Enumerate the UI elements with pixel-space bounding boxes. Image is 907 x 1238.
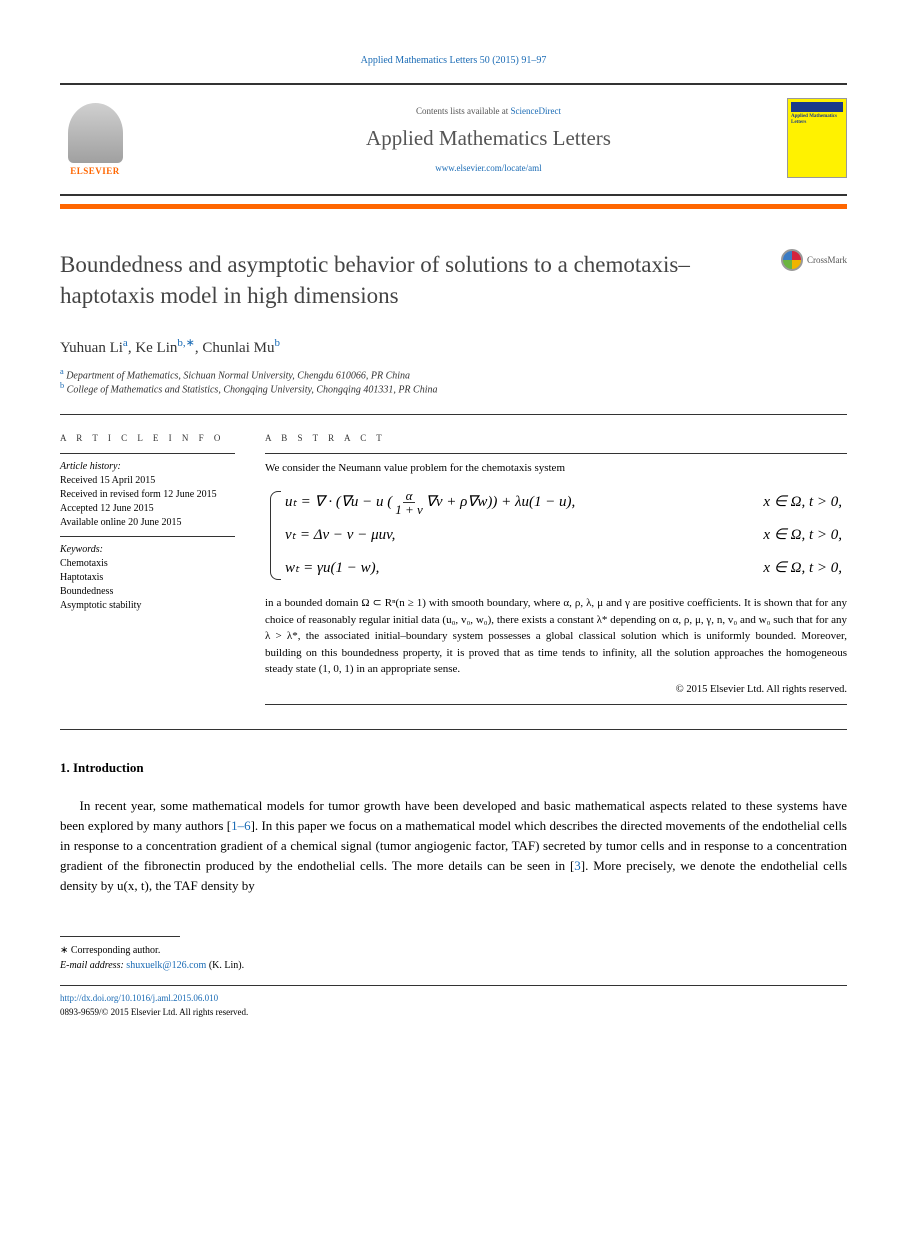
equation-2-cond: x ∈ Ω, t > 0, bbox=[763, 519, 847, 552]
author-1-affil[interactable]: a bbox=[123, 337, 128, 349]
accepted-date: Accepted 12 June 2015 bbox=[60, 503, 154, 514]
crossmark-icon bbox=[781, 249, 803, 271]
revised-date: Received in revised form 12 June 2015 bbox=[60, 489, 217, 500]
history-label: Article history: bbox=[60, 461, 121, 472]
sciencedirect-link[interactable]: ScienceDirect bbox=[511, 106, 561, 116]
received-date: Received 15 April 2015 bbox=[60, 475, 155, 486]
section-rule-2 bbox=[60, 729, 847, 730]
equation-2: vₜ = Δv − v − μuv, bbox=[285, 519, 395, 552]
citation-link[interactable]: Applied Mathematics Letters 50 (2015) 91… bbox=[361, 55, 547, 66]
equation-1: uₜ = ∇ · (∇u − u (α1 + v∇v + ρ∇w)) + λu(… bbox=[285, 486, 575, 519]
header-bottom-rule bbox=[60, 194, 847, 196]
elsevier-tree-icon bbox=[68, 103, 123, 163]
equation-3: wₜ = γu(1 − w), bbox=[285, 552, 379, 585]
author-2-affil[interactable]: b,∗ bbox=[177, 337, 194, 349]
affiliation-a: Department of Mathematics, Sichuan Norma… bbox=[66, 370, 410, 381]
keyword-1: Chemotaxis bbox=[60, 558, 108, 569]
doi-link[interactable]: http://dx.doi.org/10.1016/j.aml.2015.06.… bbox=[60, 993, 218, 1003]
intro-paragraph: In recent year, some mathematical models… bbox=[60, 796, 847, 897]
cover-title: Applied Mathematics Letters bbox=[791, 114, 843, 126]
keyword-4: Asymptotic stability bbox=[60, 600, 141, 611]
author-list: Yuhuan Lia, Ke Linb,∗, Chunlai Mub bbox=[60, 336, 847, 357]
footer-rule bbox=[60, 985, 847, 986]
author-3-affil[interactable]: b bbox=[274, 337, 280, 349]
publisher-name: ELSEVIER bbox=[70, 166, 120, 176]
keyword-3: Boundedness bbox=[60, 586, 113, 597]
paper-title: Boundedness and asymptotic behavior of s… bbox=[60, 249, 781, 311]
journal-name: Applied Mathematics Letters bbox=[130, 126, 847, 151]
author-1: Yuhuan Li bbox=[60, 340, 123, 356]
article-info-panel: A R T I C L E I N F O Article history: R… bbox=[60, 433, 235, 711]
article-info-heading: A R T I C L E I N F O bbox=[60, 433, 235, 443]
affiliations: a Department of Mathematics, Sichuan Nor… bbox=[60, 367, 847, 396]
author-2: Ke Lin bbox=[135, 340, 177, 356]
crossmark-badge[interactable]: CrossMark bbox=[781, 249, 847, 271]
equation-system: uₜ = ∇ · (∇u − u (α1 + v∇v + ρ∇w)) + λu(… bbox=[265, 486, 847, 585]
abstract-intro: We consider the Neumann value problem fo… bbox=[265, 460, 847, 477]
abstract-copyright: © 2015 Elsevier Ltd. All rights reserved… bbox=[265, 682, 847, 698]
equation-3-cond: x ∈ Ω, t > 0, bbox=[763, 552, 847, 585]
contents-available: Contents lists available at ScienceDirec… bbox=[130, 106, 847, 116]
corresponding-author-note: ∗ Corresponding author. E-mail address: … bbox=[60, 943, 847, 973]
crossmark-label: CrossMark bbox=[807, 255, 847, 265]
author-3: Chunlai Mu bbox=[202, 340, 274, 356]
email-label: E-mail address: bbox=[60, 960, 126, 971]
keywords-label: Keywords: bbox=[60, 544, 103, 555]
footnote-rule bbox=[60, 936, 180, 937]
orange-accent-bar bbox=[60, 204, 847, 209]
abstract-body: in a bounded domain Ω ⊂ Rⁿ(n ≥ 1) with s… bbox=[265, 595, 847, 678]
keyword-2: Haptotaxis bbox=[60, 572, 103, 583]
author-email-link[interactable]: shuxuelk@126.com bbox=[126, 960, 206, 971]
ref-link-1-6[interactable]: 1–6 bbox=[231, 818, 251, 833]
page-footer: http://dx.doi.org/10.1016/j.aml.2015.06.… bbox=[60, 992, 847, 1019]
abstract-panel: A B S T R A C T We consider the Neumann … bbox=[265, 433, 847, 711]
section-1-heading: 1. Introduction bbox=[60, 760, 847, 776]
header-citation: Applied Mathematics Letters 50 (2015) 91… bbox=[60, 50, 847, 68]
journal-cover-thumbnail[interactable]: Applied Mathematics Letters bbox=[787, 98, 847, 178]
section-rule-1 bbox=[60, 414, 847, 415]
journal-homepage-link[interactable]: www.elsevier.com/locate/aml bbox=[435, 163, 541, 173]
publisher-logo[interactable]: ELSEVIER bbox=[60, 103, 130, 176]
online-date: Available online 20 June 2015 bbox=[60, 517, 181, 528]
affiliation-b: College of Mathematics and Statistics, C… bbox=[67, 385, 438, 396]
journal-header: ELSEVIER Contents lists available at Sci… bbox=[60, 93, 847, 186]
issn-copyright: 0893-9659/© 2015 Elsevier Ltd. All right… bbox=[60, 1007, 248, 1017]
contents-prefix: Contents lists available at bbox=[416, 106, 510, 116]
top-rule bbox=[60, 83, 847, 85]
abstract-heading: A B S T R A C T bbox=[265, 433, 847, 443]
equation-1-cond: x ∈ Ω, t > 0, bbox=[763, 486, 847, 519]
